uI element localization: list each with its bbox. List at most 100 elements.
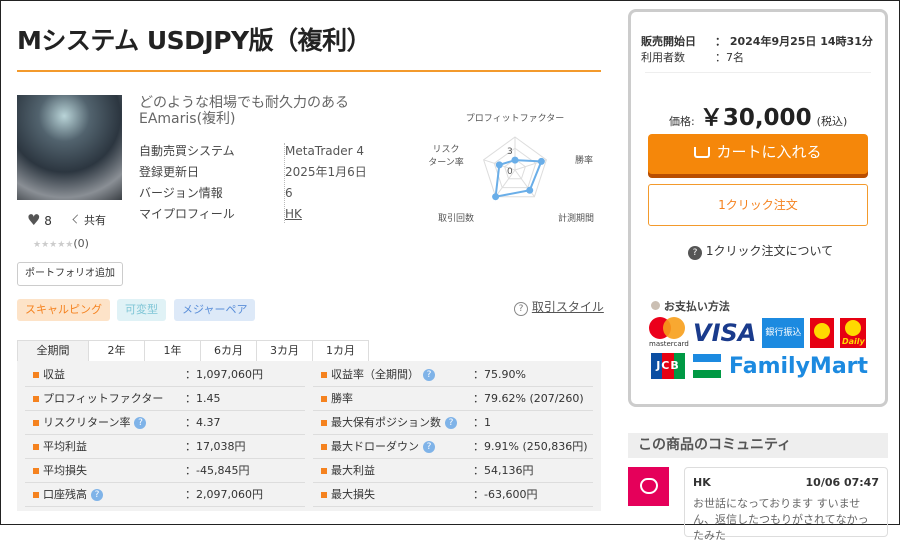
tab-period[interactable]: 3カ月 <box>256 340 313 361</box>
bullet-icon <box>321 492 327 498</box>
share-button[interactable]: 共有 <box>72 212 106 228</box>
avatar-logo-icon <box>639 478 658 494</box>
stat-value: ：9.91% (250,836円) <box>473 440 588 453</box>
stat-value: ：79.62% (207/260) <box>473 392 584 405</box>
help-icon[interactable]: ? <box>445 417 457 429</box>
bullet-icon <box>33 444 39 450</box>
stat-row: 収益率（全期間）? ：75.90% <box>313 363 593 387</box>
tab-period[interactable]: 全期間 <box>17 340 89 361</box>
stat-value: ：1,097,060円 <box>185 368 263 381</box>
subtitle-line: どのような相場でも耐久力のある <box>139 95 349 111</box>
like-button[interactable]: ♥ 8 <box>27 211 52 229</box>
period-tabs: 全期間 2年 1年 6カ月 3カ月 1カ月 <box>17 340 369 361</box>
stat-label: 最大利益 <box>331 464 375 477</box>
stat-row: 口座残高? ：2,097,060円 <box>25 483 305 507</box>
divider <box>645 72 871 73</box>
payment-logos-2: JCB FamilyMart <box>651 353 868 379</box>
stat-row: リスクリターン率? ：4.37 <box>25 411 305 435</box>
radar-axis-label: プロフィットファクター <box>466 113 564 124</box>
subtitle-line: EAmaris(複利) <box>139 111 236 127</box>
daily-logo: Daily <box>840 318 867 348</box>
stat-label: 最大損失 <box>331 488 375 501</box>
radar-grid <box>483 136 547 198</box>
share-icon <box>72 214 82 224</box>
stat-row: 最大損失 ：-63,600円 <box>313 483 593 507</box>
stat-value: ：54,136円 <box>473 464 534 477</box>
radar-grid <box>504 158 526 180</box>
one-click-about-link[interactable]: ? 1クリック注文について <box>688 242 833 260</box>
users-value: ：7名 <box>715 51 744 64</box>
bullet-icon <box>321 468 327 474</box>
visa-logo: VISA <box>693 319 757 347</box>
tab-period[interactable]: 6カ月 <box>200 340 257 361</box>
profile-link[interactable]: HK <box>285 207 302 221</box>
stat-value: ：75.90% <box>473 368 526 381</box>
info-label: バージョン情報 <box>139 186 223 200</box>
tab-period[interactable]: 2年 <box>88 340 145 361</box>
radar-axis-label: リスク <box>432 144 459 155</box>
community-title: この商品のコミュニティ <box>628 433 888 458</box>
bullet-icon <box>33 420 39 426</box>
payment-title: お支払い方法 <box>651 298 730 314</box>
product-info: 自動売買システム MetaTrader 4 登録更新日 2025年1月6日 バージョン情… <box>139 141 367 231</box>
add-portfolio-button[interactable]: ポートフォリオ追加 <box>17 262 123 286</box>
product-image <box>17 95 122 200</box>
jcb-logo: JCB <box>651 353 685 379</box>
rating-stars: ★★★★★ <box>33 240 74 250</box>
info-value: MetaTrader 4 <box>285 144 365 158</box>
stats-table: 収益 ：1,097,060円 プロフィットファクター ：1.45 リスクリターン率? ：4… <box>17 361 601 511</box>
bullet-icon <box>321 396 327 402</box>
bullet-icon <box>33 468 39 474</box>
radar-tick-label: 3 <box>507 147 513 157</box>
community-avatar[interactable] <box>628 467 669 506</box>
post-user: HK <box>693 476 711 489</box>
price: 価格: ￥30,000 (税込) <box>669 105 848 131</box>
sale-info: 販売開始日 ： 2024年9月25日 14時31分 利用者数 ：7名 <box>641 34 881 66</box>
dpoint-logo <box>810 318 835 348</box>
help-icon[interactable]: ? <box>423 369 435 381</box>
tab-period[interactable]: 1カ月 <box>312 340 369 361</box>
stat-label: プロフィットファクター <box>43 392 164 405</box>
stat-label: 勝率 <box>331 392 353 405</box>
stat-label: 平均利益 <box>43 440 87 453</box>
help-icon[interactable]: ? <box>91 489 103 501</box>
bullet-icon <box>33 372 39 378</box>
tag-major-pair[interactable]: メジャーペア <box>174 299 256 321</box>
stat-row: 最大ドローダウン? ：9.91% (250,836円) <box>313 435 593 459</box>
stat-label: 最大保有ポジション数 <box>331 416 441 429</box>
radar-point <box>537 157 545 165</box>
add-to-cart-button[interactable]: カートに入れる <box>648 134 868 174</box>
info-label: マイプロフィール <box>139 207 235 221</box>
one-click-order-button[interactable]: 1クリック注文 <box>648 184 868 226</box>
post-text: お世話になっております すいません、返信したつもりがされてなかったみた <box>693 497 869 542</box>
community-post[interactable]: HK 10/06 07:47 お世話になっております すいません、返信したつもりが… <box>684 467 888 542</box>
users-label: 利用者数 <box>641 51 685 64</box>
trade-style-link[interactable]: ? 取引スタイル <box>514 298 604 316</box>
radar-axis-label: 取引回数 <box>438 212 474 224</box>
info-divider <box>284 143 285 223</box>
tag-scalping[interactable]: スキャルピング <box>17 299 110 321</box>
post-time: 10/06 07:47 <box>805 476 879 489</box>
mastercard-logo: mastercard <box>649 317 689 349</box>
help-icon[interactable]: ? <box>423 441 435 453</box>
familymart-stripes-logo <box>693 354 721 378</box>
stat-row: 平均利益 ：17,038円 <box>25 435 305 459</box>
tab-period[interactable]: 1年 <box>144 340 201 361</box>
sale-start-label: 販売開始日 <box>641 35 696 48</box>
radar-axis-label: ターン率 <box>428 156 464 168</box>
payment-logos: mastercard VISA 銀行振込 Daily <box>649 317 867 349</box>
info-value: 6 <box>285 186 293 200</box>
cart-icon <box>694 147 711 158</box>
radar-axis-label: 計測期間 <box>558 212 594 224</box>
stat-label: 最大ドローダウン <box>331 440 419 453</box>
bullet-icon <box>321 372 327 378</box>
tag-variable[interactable]: 可変型 <box>117 299 166 321</box>
sale-start-value: ： 2024年9月25日 14時31分 <box>715 35 873 48</box>
info-label: 自動売買システム <box>139 144 235 158</box>
help-icon[interactable]: ? <box>134 417 147 429</box>
stat-value: ：-63,600円 <box>473 488 538 501</box>
stat-value: ：1 <box>473 416 491 429</box>
info-label: 登録更新日 <box>139 165 200 179</box>
stat-label: 収益 <box>43 368 65 381</box>
